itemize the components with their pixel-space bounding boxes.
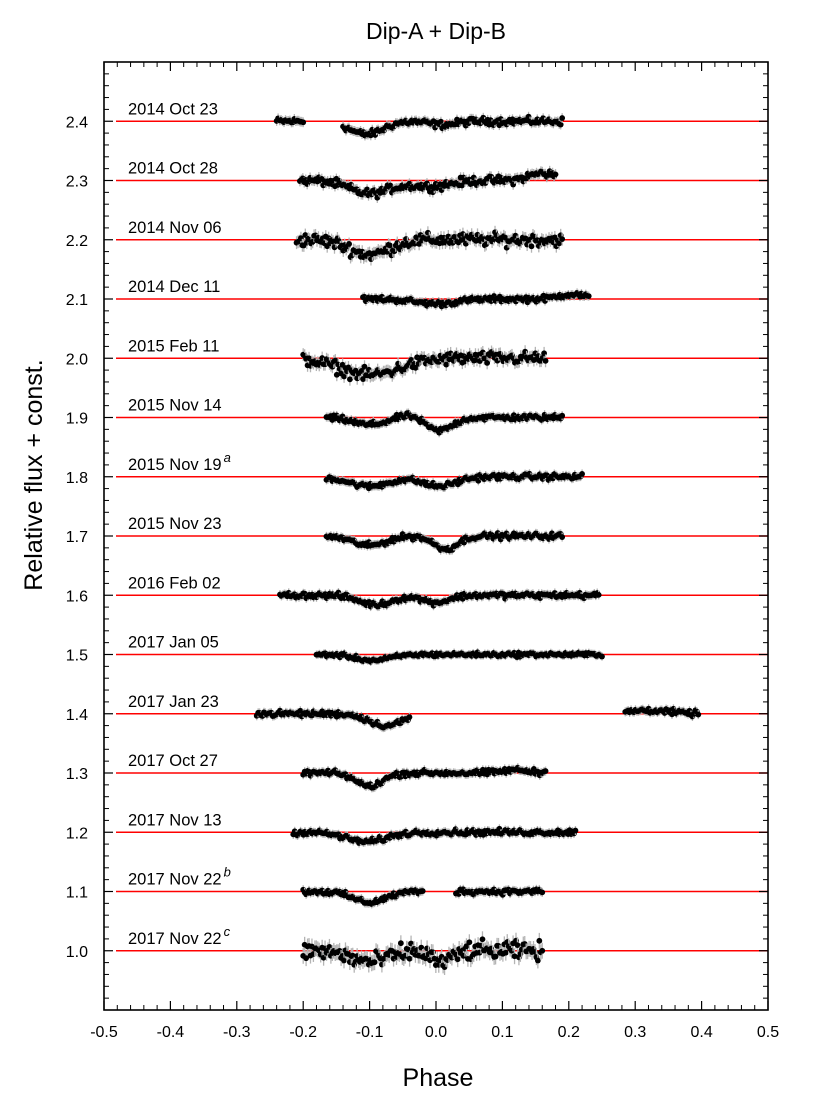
series-label-text: 2015 Nov 14 <box>128 397 222 415</box>
data-point <box>539 889 546 896</box>
data-point <box>341 373 347 380</box>
series-14: 2017 Nov 22 c <box>116 924 768 976</box>
data-point <box>542 357 549 364</box>
data-point <box>387 242 393 249</box>
series-11: 2017 Oct 27 <box>116 752 768 793</box>
series-label: 2015 Nov 19 a <box>128 450 231 474</box>
data-point <box>579 471 585 477</box>
series-label-text: 2017 Nov 13 <box>128 811 222 829</box>
series-1: 2014 Oct 28 <box>116 160 768 203</box>
series-12: 2017 Nov 13 <box>116 811 768 848</box>
series-label: 2015 Nov 23 <box>128 515 222 533</box>
series-13: 2017 Nov 22 b <box>116 865 768 909</box>
series-label-superscript: a <box>224 450 231 465</box>
series-label: 2016 Feb 02 <box>128 574 221 592</box>
data-point <box>332 357 339 364</box>
series-4: 2015 Feb 11 <box>116 337 768 386</box>
series-label-text: 2015 Feb 11 <box>128 337 219 355</box>
series-label: 2014 Oct 28 <box>128 160 218 178</box>
series-label-text: 2017 Oct 27 <box>128 752 218 770</box>
series-label-text: 2017 Nov 22 <box>128 871 222 889</box>
data-point <box>443 361 450 368</box>
data-point <box>361 363 368 370</box>
data-point <box>559 236 566 243</box>
data-point <box>595 591 602 598</box>
series-label-text: 2017 Jan 05 <box>128 634 219 652</box>
data-point <box>572 827 579 834</box>
series-label-superscript: b <box>224 865 231 880</box>
data-point <box>556 240 563 247</box>
data-point <box>438 118 444 125</box>
series-3: 2014 Dec 11 <box>116 278 768 311</box>
data-point <box>542 768 549 774</box>
series-8: 2016 Feb 02 <box>116 574 768 612</box>
data-point <box>559 534 566 540</box>
series-label: 2014 Oct 23 <box>128 100 218 118</box>
series-label-text: 2014 Oct 28 <box>128 160 218 178</box>
data-point <box>347 376 353 383</box>
series-label: 2017 Nov 22 b <box>128 865 231 889</box>
series-label: 2017 Nov 13 <box>128 811 222 829</box>
data-point <box>303 955 310 962</box>
series-9: 2017 Jan 05 <box>116 634 768 666</box>
plot-area: 2014 Oct 23 2014 Oct 28 2014 Nov 06 2014 De… <box>116 100 768 976</box>
data-point <box>599 653 605 660</box>
series-label-text: 2015 Nov 23 <box>128 515 222 533</box>
series-7: 2015 Nov 23 <box>116 515 768 556</box>
data-point <box>358 368 365 374</box>
series-label: 2015 Feb 11 <box>128 337 219 355</box>
data-point <box>387 182 394 189</box>
series-label-text: 2016 Feb 02 <box>128 574 221 592</box>
data-point <box>419 888 426 894</box>
series-label: 2014 Nov 06 <box>128 219 222 237</box>
data-point <box>528 243 535 250</box>
series-label: 2017 Oct 27 <box>128 752 218 770</box>
series-label: 2017 Jan 23 <box>128 693 219 711</box>
series-label: 2014 Dec 11 <box>128 278 220 296</box>
data-point <box>333 371 340 378</box>
data-point <box>585 293 592 300</box>
series-5: 2015 Nov 14 <box>116 397 768 438</box>
data-point <box>346 241 352 247</box>
data-point <box>559 412 566 419</box>
series-label-text: 2017 Jan 23 <box>128 693 219 711</box>
series-label-text: 2014 Nov 06 <box>128 219 222 237</box>
series-label-text: 2014 Dec 11 <box>128 278 220 296</box>
chart-title: Dip-A + Dip-B <box>366 18 506 44</box>
series-0: 2014 Oct 23 <box>116 100 768 141</box>
data-point <box>695 711 702 718</box>
data-point <box>484 360 491 366</box>
series-label: 2017 Jan 05 <box>128 634 219 652</box>
data-point <box>341 957 347 964</box>
series-2: 2014 Nov 06 <box>116 219 768 266</box>
series-label-text: 2014 Oct 23 <box>128 100 218 118</box>
series-10: 2017 Jan 23 <box>116 693 768 733</box>
series-6: 2015 Nov 19 a <box>116 450 768 493</box>
data-point <box>406 714 413 721</box>
data-point <box>412 364 419 371</box>
series-label: 2015 Nov 14 <box>128 397 222 415</box>
data-point <box>300 119 307 126</box>
data-point <box>552 171 559 178</box>
data-point <box>559 115 566 121</box>
data-point <box>557 121 564 128</box>
series-label-text: 2015 Nov 19 <box>128 456 222 474</box>
